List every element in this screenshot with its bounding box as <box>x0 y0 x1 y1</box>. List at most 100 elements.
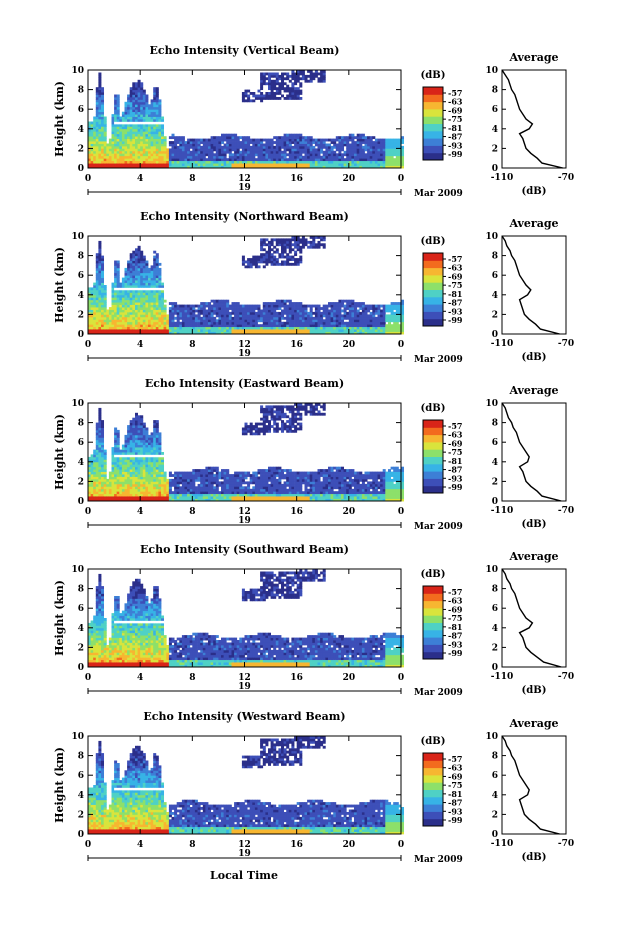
heatmap-cell <box>268 145 272 149</box>
heatmap-cell <box>176 324 180 328</box>
heatmap-cell <box>137 439 141 443</box>
heatmap-cell <box>390 309 394 313</box>
heatmap-cell <box>88 133 92 137</box>
heatmap-cell <box>254 331 258 335</box>
heatmap-cell <box>124 307 128 310</box>
heatmap-cell <box>208 148 212 152</box>
heatmap-cell <box>93 314 97 318</box>
heatmap-cell <box>129 452 133 455</box>
heatmap-cell <box>304 319 308 323</box>
heatmap-cell <box>155 150 159 154</box>
heatmap-cell <box>278 316 282 320</box>
colorbar-frame <box>422 252 444 327</box>
heatmap-cell <box>129 255 133 259</box>
heatmap-cell <box>171 160 175 164</box>
heatmap-cell <box>95 289 99 293</box>
heatmap-cell <box>153 160 157 164</box>
heatmap-cell <box>283 97 287 100</box>
heatmap-cell <box>249 331 253 335</box>
heatmap-cell <box>114 474 118 477</box>
heatmap-cell <box>367 307 371 310</box>
heatmap-cell <box>114 464 118 468</box>
heatmap-cell <box>140 158 144 162</box>
heatmap-cell <box>121 319 125 323</box>
heatmap-cell <box>314 148 318 152</box>
heatmap-cell <box>166 324 170 328</box>
avg-y-tick-label: 0 <box>492 164 498 174</box>
heatmap-cell <box>361 158 365 162</box>
heatmap-cell <box>132 82 136 86</box>
heatmap-cell <box>111 143 115 147</box>
heatmap-cell <box>291 89 295 93</box>
heatmap-cell <box>98 106 102 110</box>
heatmap-cell <box>322 70 326 73</box>
heatmap-cell <box>158 270 162 274</box>
heatmap-cell <box>132 287 136 291</box>
heatmap-cell <box>283 89 287 93</box>
heatmap-cell <box>161 304 165 308</box>
heatmap-cell <box>181 160 185 164</box>
heatmap-cell <box>148 160 152 164</box>
heatmap-cell <box>101 165 105 169</box>
heatmap-cell <box>150 302 154 305</box>
heatmap-cell <box>155 287 159 291</box>
heatmap-cell <box>119 314 123 318</box>
heatmap-cell <box>106 496 110 499</box>
heatmap-cell <box>283 243 287 247</box>
heatmap-cell <box>140 99 144 103</box>
heatmap-cell <box>140 432 144 436</box>
heatmap-cell <box>257 89 261 93</box>
heatmap-cell <box>296 311 300 315</box>
heatmap-cell <box>312 145 316 149</box>
heatmap-cell <box>338 143 342 147</box>
heatmap-cell <box>124 277 128 281</box>
heatmap-cell <box>254 255 258 259</box>
heatmap-cell <box>281 84 285 88</box>
heatmap-cell <box>330 163 334 166</box>
heatmap-cell <box>155 307 159 310</box>
heatmap-cell <box>137 121 141 125</box>
heatmap-cell <box>132 302 136 305</box>
heatmap-cell <box>205 319 209 323</box>
heatmap-cell <box>208 311 212 315</box>
heatmap-cell <box>116 324 120 328</box>
heatmap-cell <box>124 483 128 487</box>
heatmap-cell <box>223 321 227 325</box>
heatmap-cell <box>184 141 188 144</box>
heatmap-cell <box>137 299 141 303</box>
heatmap-cell <box>348 319 352 323</box>
heatmap-cell <box>377 326 381 330</box>
heatmap-cell <box>121 474 125 477</box>
heatmap-cell <box>98 121 102 125</box>
x-tick-label: 16 <box>290 340 303 350</box>
heatmap-cell <box>153 123 157 127</box>
heatmap-cell <box>93 160 97 164</box>
heatmap-cell <box>103 326 107 330</box>
heatmap-cell <box>124 447 128 450</box>
heatmap-cell <box>367 148 371 152</box>
heatmap-cell <box>114 123 118 127</box>
heatmap-cell <box>129 265 133 269</box>
heatmap-cell <box>135 92 139 95</box>
heatmap-cell <box>359 138 363 142</box>
heatmap-cell <box>145 99 149 103</box>
heatmap-cell <box>218 311 222 315</box>
heatmap-cell <box>121 150 125 154</box>
heatmap-cell <box>174 136 178 140</box>
heatmap-cell <box>108 319 112 323</box>
heatmap-cell <box>163 155 167 159</box>
heatmap-cell <box>95 111 99 115</box>
heatmap-cell <box>98 97 102 100</box>
heatmap-cell <box>275 155 279 159</box>
y-tick-label: 6 <box>78 271 84 281</box>
heatmap-cell <box>231 143 235 147</box>
heatmap-cell <box>132 420 136 423</box>
heatmap-cell <box>312 148 316 152</box>
heatmap-cell <box>93 302 97 305</box>
heatmap-cell <box>140 478 144 482</box>
heatmap-cell <box>210 307 214 310</box>
heatmap-cell <box>262 153 266 157</box>
heatmap-cell <box>137 265 141 269</box>
heatmap-cell <box>312 155 316 159</box>
heatmap-cell <box>278 321 282 325</box>
